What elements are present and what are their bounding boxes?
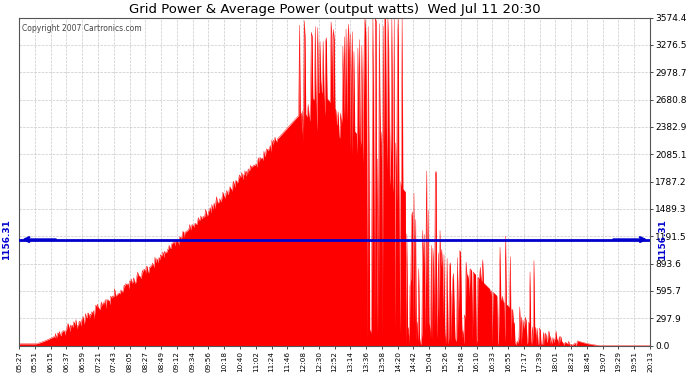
Text: 1156.31: 1156.31 (658, 219, 667, 260)
Text: 1156.31: 1156.31 (2, 219, 11, 260)
Title: Grid Power & Average Power (output watts)  Wed Jul 11 20:30: Grid Power & Average Power (output watts… (129, 3, 540, 16)
Text: Copyright 2007 Cartronics.com: Copyright 2007 Cartronics.com (22, 24, 142, 33)
